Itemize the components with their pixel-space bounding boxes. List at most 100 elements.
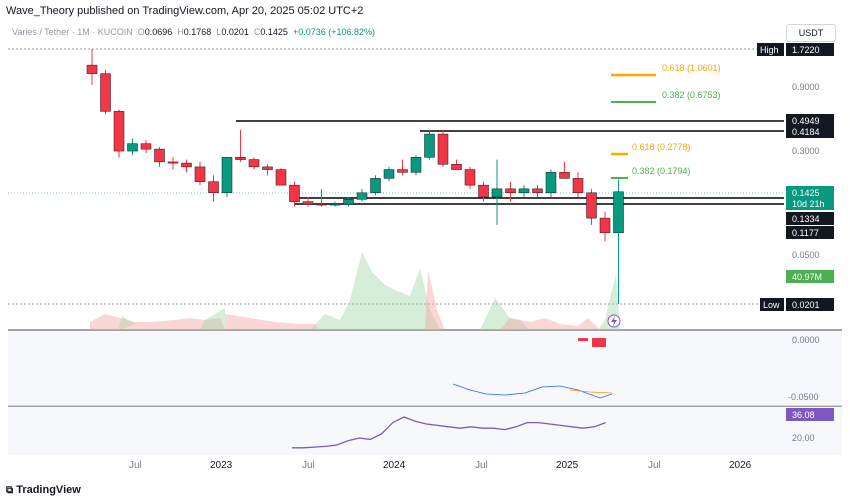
tradingview-logo-icon: ⧉: [6, 485, 14, 496]
symbol-legend: Varies / Tether · 1M · KUCOIN O0.0696 H0…: [12, 27, 376, 37]
time-tick: 2025: [556, 460, 579, 471]
candle-body: [532, 188, 543, 194]
candle-body: [383, 169, 395, 179]
fib-label-1: 0.618 (1.0601): [662, 63, 721, 73]
volume-shape: [310, 252, 440, 330]
candle-body: [221, 157, 233, 194]
candles: [86, 49, 624, 304]
time-tick: Jul: [648, 460, 661, 471]
fib-label-3: 0.618 (0.2778): [632, 142, 691, 152]
brand-footer: ⧉ TradingView: [6, 484, 81, 496]
svg-text:0.4949: 0.4949: [792, 116, 820, 126]
svg-text:0.4184: 0.4184: [792, 127, 820, 137]
candle-body: [275, 169, 287, 186]
level-tag-3: [786, 212, 834, 225]
candle-body: [397, 169, 408, 173]
candle-body: [289, 184, 300, 202]
macd-line: [452, 383, 613, 399]
candle-body: [127, 143, 138, 152]
rsi-tag: [786, 408, 834, 421]
price-chart[interactable]: 0.618 (1.0601) 0.382 (0.6753) 0.618 (0.2…: [0, 0, 850, 480]
price-tick: 0.0000: [792, 335, 820, 345]
volume-shape: [200, 308, 225, 330]
change-value: +0.0736 (+106.82%): [292, 27, 376, 37]
candle-body: [113, 111, 125, 152]
svg-text:0.1425: 0.1425: [792, 188, 820, 198]
candle-body: [248, 159, 260, 168]
level-tag-2: [786, 125, 834, 138]
price-tick: 0.0500: [792, 250, 820, 260]
volume-shape: [118, 316, 135, 330]
candle-body: [491, 188, 503, 198]
price-tick: 0.3000: [792, 146, 820, 156]
currency-button[interactable]: USDT: [786, 24, 836, 42]
price-tick: 20.00: [792, 433, 815, 443]
volume-shape: [500, 318, 600, 330]
brand-name: TradingView: [16, 484, 81, 496]
low-value: 0.0201: [221, 27, 249, 37]
svg-text:36.08: 36.08: [792, 410, 815, 420]
candle-body: [167, 161, 179, 164]
high-tag: [786, 43, 834, 56]
volume-area: [90, 252, 620, 330]
candle-body: [194, 166, 206, 182]
candle-body: [559, 172, 570, 179]
candle-body: [154, 148, 165, 163]
candle-body: [410, 157, 422, 173]
signal-line: [569, 389, 613, 394]
time-tick: Jul: [302, 460, 315, 471]
candle-body: [586, 192, 597, 219]
candle-body: [235, 157, 246, 160]
symbol-name: Varies / Tether · 1M · KUCOIN: [12, 27, 133, 37]
candle-body: [518, 188, 530, 194]
open-value: 0.0696: [144, 27, 173, 37]
rsi-line: [292, 416, 606, 449]
candle-body: [343, 199, 354, 205]
svg-text:Low: Low: [763, 300, 780, 310]
price-tick: 0.9000: [792, 82, 820, 92]
volume-shape: [90, 314, 225, 330]
candle-body: [302, 201, 314, 205]
candle-body: [370, 178, 381, 194]
time-tick: Jul: [129, 460, 142, 471]
svg-text:0.1334: 0.1334: [792, 214, 820, 224]
candle-body: [424, 133, 435, 158]
time-tick: Jul: [475, 460, 488, 471]
candle-body: [262, 166, 273, 170]
candle-body: [86, 64, 98, 74]
candle-body: [478, 184, 489, 198]
volume-shape: [480, 298, 530, 330]
fib-label-2: 0.382 (0.6753): [662, 90, 721, 100]
svg-text:0.1177: 0.1177: [792, 228, 819, 238]
level-tag-4: [786, 226, 834, 239]
candle-body: [599, 217, 611, 234]
candle-body: [316, 203, 327, 206]
candle-body: [572, 178, 584, 194]
candle-body: [356, 192, 368, 200]
candle-body: [140, 143, 152, 150]
svg-text:40.97M: 40.97M: [792, 272, 822, 282]
low-tag: [786, 298, 834, 311]
fib-label-4: 0.382 (0.1794): [632, 166, 691, 176]
candle-body: [613, 191, 624, 234]
time-tick: 2024: [383, 460, 406, 471]
close-value: 0.1425: [260, 27, 288, 37]
candle-body: [181, 162, 192, 168]
time-tick: 2023: [210, 460, 233, 471]
macd-bar: [578, 338, 588, 341]
low-tag-label: [760, 298, 784, 311]
candle-body: [437, 133, 449, 165]
lightning-icon: [611, 316, 617, 326]
candle-body: [100, 73, 111, 112]
volume-shape: [225, 314, 320, 330]
level-tag-1: [786, 114, 834, 127]
high-tag-label: [757, 43, 784, 56]
price-tick: -0.0500: [788, 392, 819, 402]
candle-body: [329, 203, 341, 206]
high-value: 0.1768: [183, 27, 212, 37]
candle-body: [208, 181, 219, 194]
svg-text:10d 21h: 10d 21h: [792, 199, 825, 209]
current-price-tag: [786, 186, 834, 210]
candle-body: [464, 169, 476, 186]
candle-body: [505, 188, 516, 194]
